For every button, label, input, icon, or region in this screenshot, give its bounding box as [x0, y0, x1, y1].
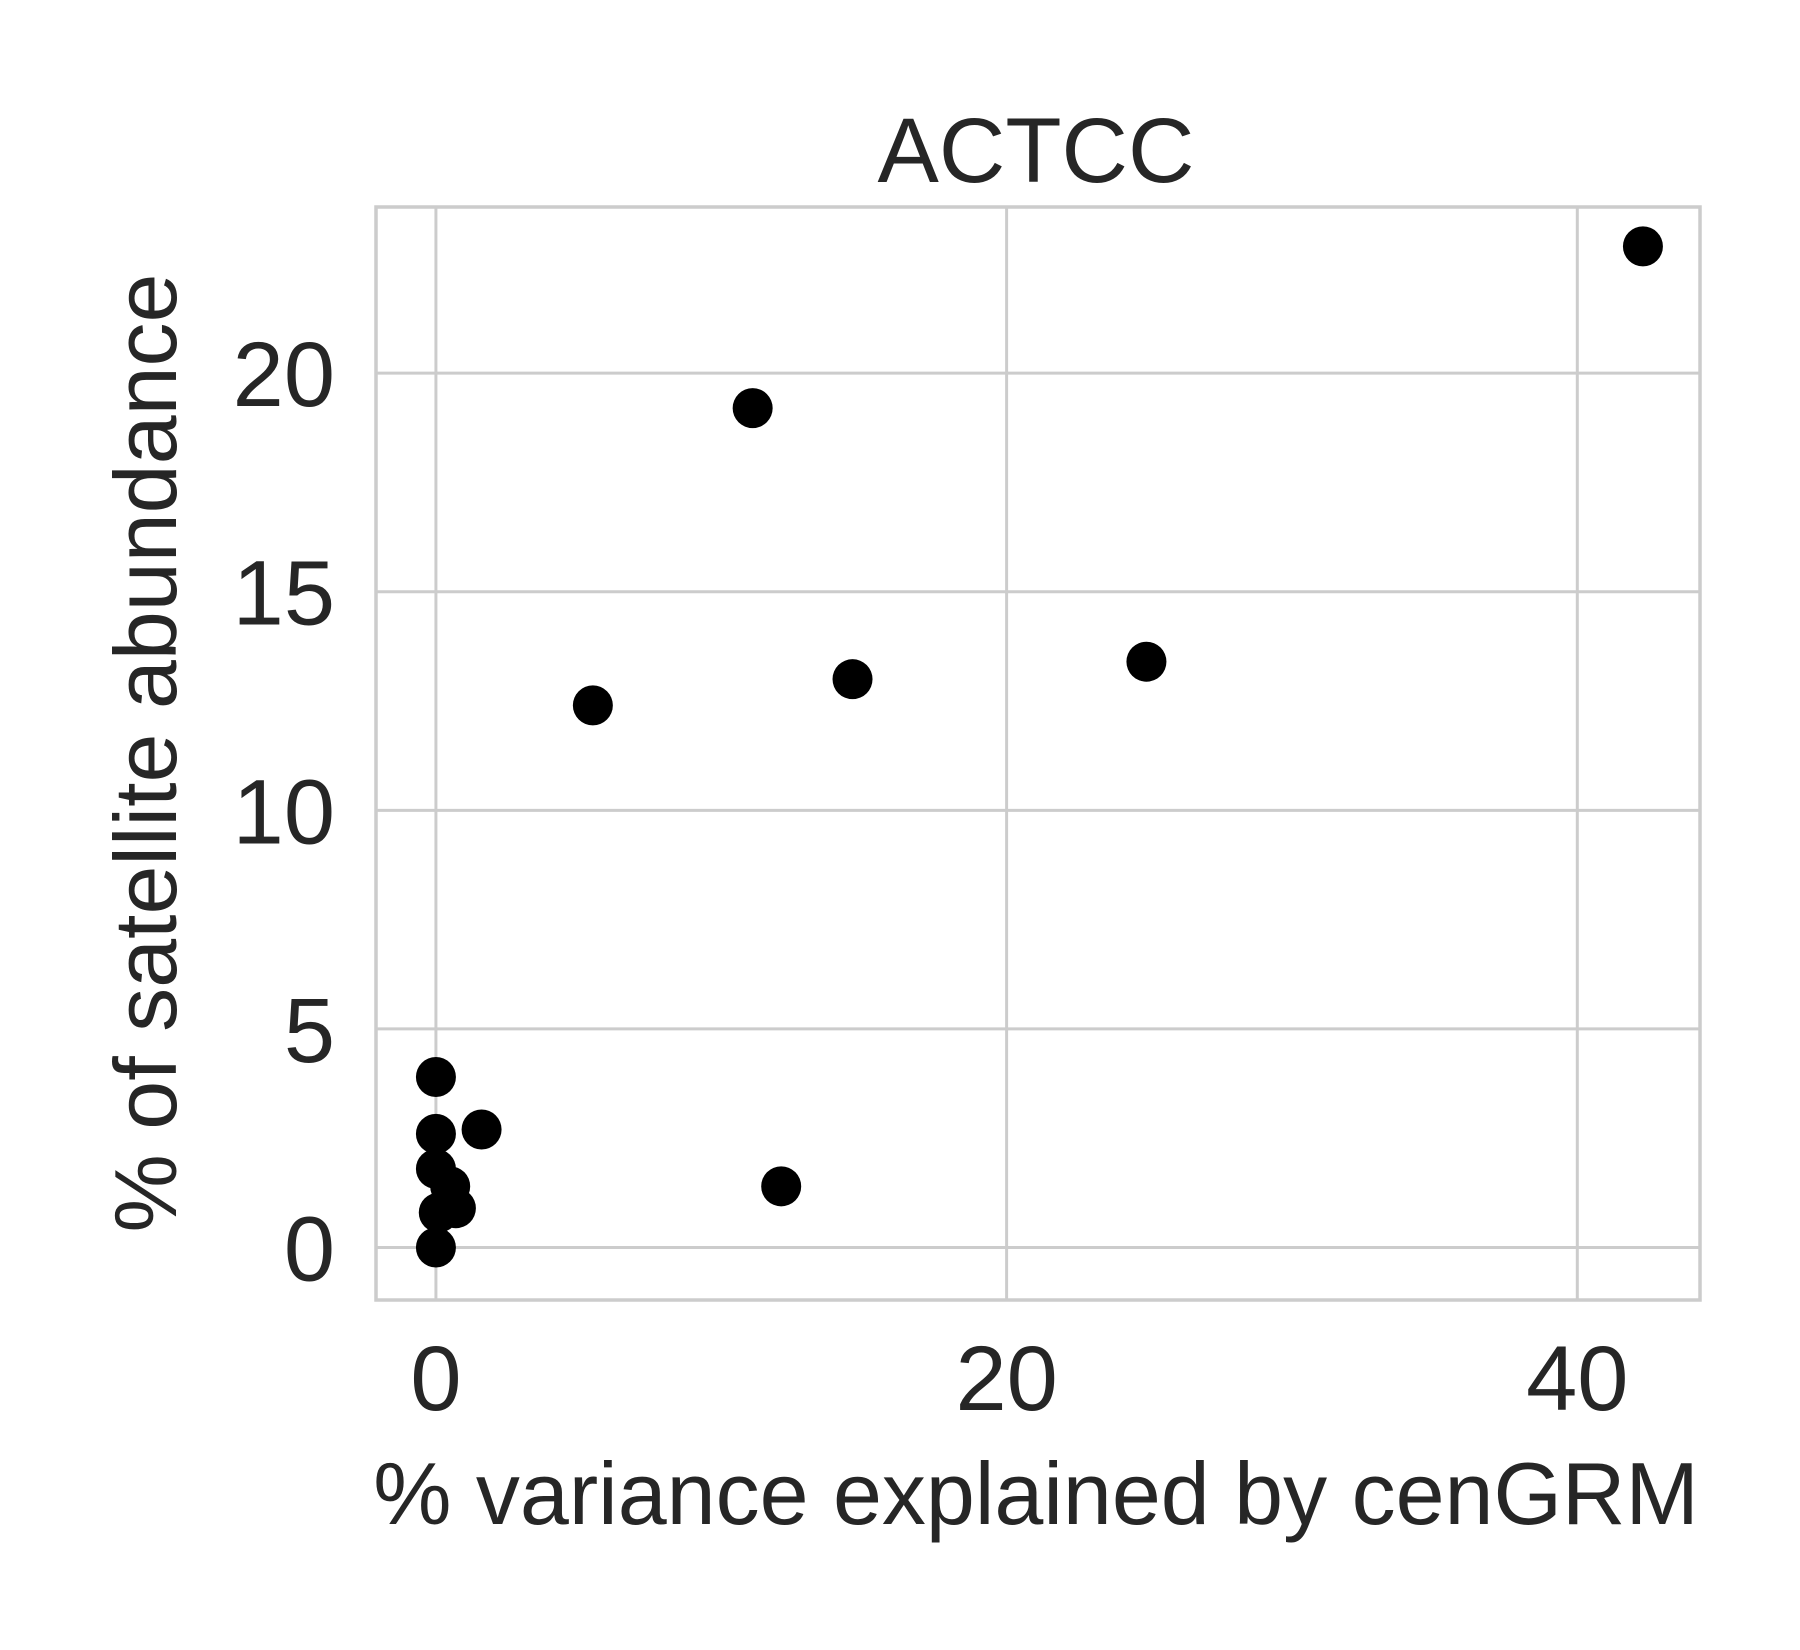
data-point: [461, 1109, 502, 1150]
y-gridlines: [376, 371, 1700, 1250]
y-tick-label: 20: [233, 324, 335, 426]
y-tick-label: 15: [233, 543, 335, 645]
y-axis-label: % of satellite abundance: [96, 274, 195, 1233]
x-tick-label: 0: [410, 1328, 461, 1430]
data-point: [415, 1227, 456, 1268]
y-tick-label: 5: [284, 980, 335, 1082]
data-point: [1622, 226, 1663, 267]
chart-title: ACTCC: [878, 100, 1195, 202]
y-tick-labels: 0 5 10 15 20: [233, 324, 335, 1300]
x-gridlines: [434, 207, 1579, 1300]
y-tick-label: 0: [284, 1199, 335, 1301]
data-point: [1126, 641, 1167, 682]
data-point: [415, 1113, 456, 1154]
data-point: [761, 1166, 802, 1207]
data-points: [415, 226, 1663, 1268]
data-point: [415, 1148, 456, 1189]
plot-frame: [374, 205, 1702, 1302]
x-tick-label: 40: [1526, 1328, 1628, 1430]
data-point: [832, 659, 873, 700]
x-axis-label: % variance explained by cenGRM: [373, 1444, 1699, 1543]
data-point: [415, 1057, 456, 1098]
data-point: [732, 388, 773, 429]
x-tick-labels: 0 20 40: [410, 1328, 1628, 1430]
x-tick-label: 20: [955, 1328, 1057, 1430]
y-tick-label: 10: [233, 761, 335, 863]
data-point: [572, 685, 613, 726]
